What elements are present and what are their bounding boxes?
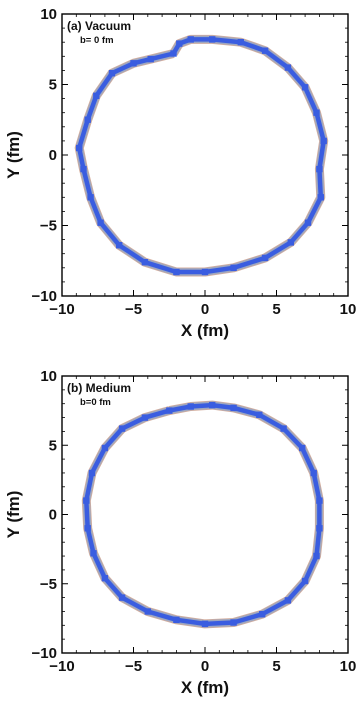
ring-point	[261, 254, 269, 262]
ring-point	[83, 497, 90, 504]
ring-marks	[74, 34, 329, 277]
ring-point	[209, 36, 216, 43]
ring-marks	[81, 400, 324, 629]
ticks: −10−10 −5 −5 0 0 5 5 10 10	[32, 6, 357, 318]
ring-point	[230, 404, 237, 412]
ring-edge	[82, 401, 324, 628]
ring-point	[209, 401, 216, 409]
ring-point	[230, 264, 237, 271]
ring-point	[176, 40, 183, 47]
y-axis-label: Y (fm)	[4, 491, 23, 539]
ring-point	[144, 608, 151, 615]
ring-point	[80, 165, 87, 173]
ring-point	[284, 64, 292, 71]
ring-point	[141, 259, 149, 266]
ring-point	[313, 552, 320, 560]
ring-point	[304, 219, 312, 226]
ring-point	[173, 616, 180, 623]
ticks: −10−10 −5 −5 0 0 5 5 10 10	[32, 368, 357, 675]
ring-point	[317, 194, 324, 201]
ring-point	[173, 268, 180, 276]
ring-point	[256, 411, 263, 418]
ring-point	[320, 137, 327, 145]
y-tick-label: 0	[49, 507, 57, 524]
ring-point	[187, 36, 194, 43]
ring-point	[261, 47, 269, 54]
x-tick-label: −5	[125, 301, 142, 318]
ring-point	[116, 242, 123, 249]
y-tick-label: 10	[40, 368, 57, 385]
ring-point	[88, 469, 96, 477]
ring-point	[76, 144, 83, 152]
ring-point	[301, 577, 309, 585]
panel-title: (b) Medium	[67, 381, 131, 395]
ring-point	[101, 575, 109, 582]
ring-point	[316, 165, 323, 173]
ring-point	[101, 444, 109, 452]
ring-point	[287, 239, 294, 246]
ring-point	[230, 619, 237, 626]
x-tick-label: 10	[340, 301, 357, 318]
x-tick-label: 5	[272, 658, 280, 675]
ring-point	[118, 425, 126, 432]
y-tick-label: 5	[49, 77, 57, 94]
ring-point	[108, 70, 116, 77]
x-tick-label: −10	[49, 658, 74, 675]
y-tick-label: −5	[40, 576, 57, 593]
x-tick-label: 0	[201, 301, 209, 318]
ring-point	[187, 403, 194, 410]
x-axis-label: X (fm)	[181, 678, 229, 697]
panel-subtitle: b= 0 fm	[80, 35, 114, 46]
x-axis-label: X (fm)	[181, 321, 229, 340]
plot-frame	[61, 375, 349, 654]
y-tick-label: 10	[40, 6, 57, 23]
ring-point	[87, 194, 94, 201]
ring-point	[316, 525, 323, 532]
ring-point	[97, 219, 104, 226]
ring-point	[130, 60, 137, 67]
y-tick-label: −10	[32, 288, 57, 305]
ring-point	[201, 620, 209, 628]
panel-vacuum: −10−10 −5 −5 0 0 5 5 10 10 (a) Vacuum b= 0 fm X …	[4, 6, 356, 340]
ring-point	[141, 414, 149, 421]
y-tick-label: 0	[49, 147, 57, 164]
panel-title: (a) Vacuum	[67, 19, 131, 33]
ring-point	[313, 109, 320, 116]
ring-point	[93, 92, 100, 99]
ring-point	[166, 407, 173, 414]
y-tick-label: −5	[40, 218, 57, 235]
x-tick-label: 10	[340, 658, 357, 675]
ring-point	[118, 594, 126, 601]
ring-point	[280, 425, 287, 432]
ring-point	[170, 50, 177, 57]
ring-core	[84, 402, 322, 627]
ring-point	[299, 444, 306, 452]
ring-point	[259, 611, 266, 618]
ring-point	[316, 497, 323, 504]
plot-frame	[61, 13, 349, 297]
ring-point	[310, 469, 317, 477]
ring-edge	[75, 35, 328, 276]
ring-point	[90, 550, 97, 557]
ring-point	[84, 525, 91, 532]
y-tick-label: 5	[49, 437, 57, 454]
x-tick-label: 5	[272, 301, 280, 318]
y-axis-label: Y (fm)	[4, 131, 23, 179]
ring-point	[284, 597, 292, 604]
x-tick-label: 0	[201, 658, 209, 675]
ring-point	[201, 268, 209, 276]
x-tick-label: −10	[49, 301, 74, 318]
ring-point	[84, 116, 91, 123]
panel-medium: −10−10 −5 −5 0 0 5 5 10 10 (b) Medium b=0 fm X (…	[4, 368, 356, 697]
y-tick-label: −10	[32, 645, 57, 662]
x-tick-label: −5	[125, 658, 142, 675]
panel-subtitle: b=0 fm	[80, 397, 111, 408]
ring-point	[147, 55, 154, 63]
ring-core	[76, 37, 326, 275]
ring-point	[301, 84, 309, 91]
ring-point	[237, 39, 244, 46]
